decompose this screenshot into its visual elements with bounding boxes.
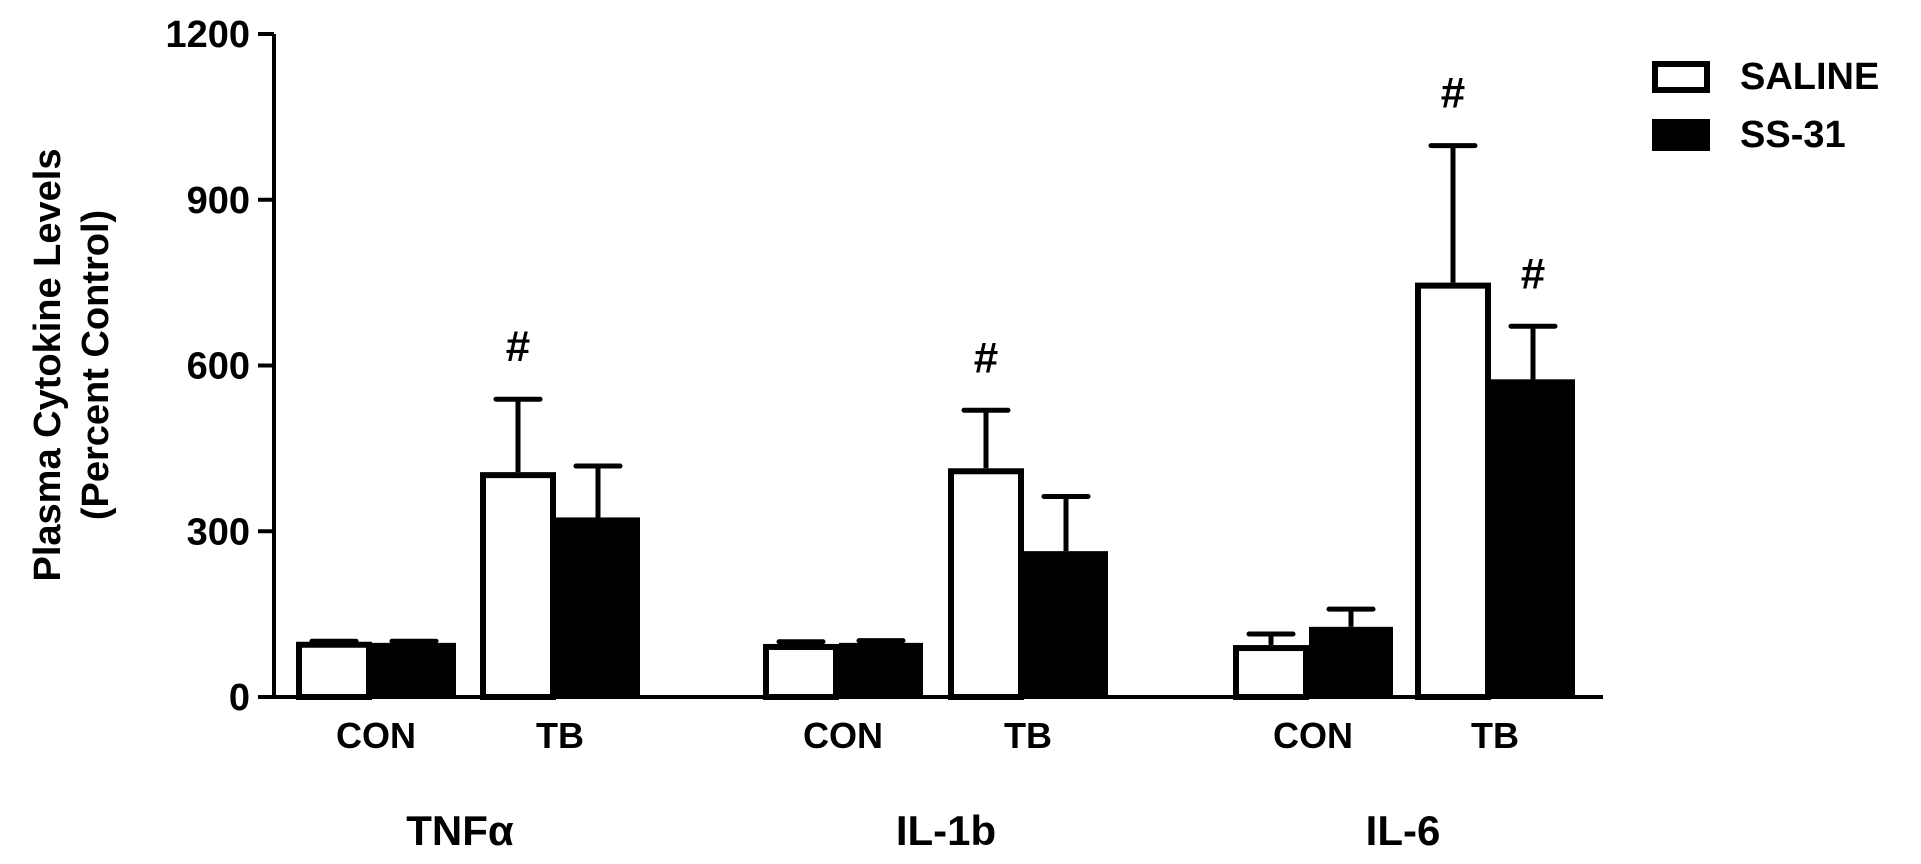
bar-ss31: [1491, 379, 1575, 697]
bar-saline: [763, 643, 839, 701]
x-axis-labels: CON TB CON TB CON TB TNFα IL-1b IL-6: [336, 715, 1519, 854]
group-label: TNFα: [406, 807, 514, 854]
y-axis-title-line2: (Percent Control): [75, 210, 117, 520]
y-tick-label: 300: [187, 511, 250, 553]
bar-ss31: [839, 642, 923, 697]
bars: # # # #: [296, 69, 1575, 701]
y-tick-label: 600: [187, 346, 250, 388]
significance-mark: #: [506, 322, 530, 371]
category-label: CON: [1273, 715, 1353, 756]
legend-item-ss31: SS-31: [1652, 106, 1879, 164]
bar-saline: [948, 468, 1024, 701]
significance-mark: #: [974, 333, 998, 382]
bar-saline: [1415, 282, 1491, 700]
legend-label-saline: SALINE: [1740, 55, 1880, 98]
legend-label-ss31: SS-31: [1740, 113, 1846, 156]
category-label: TB: [1471, 715, 1519, 756]
bar-ss31: [372, 642, 456, 697]
category-label: CON: [336, 715, 416, 756]
legend: SALINE SS-31: [1652, 48, 1879, 164]
y-axis-title-line1: Plasma Cytokine Levels: [27, 149, 69, 582]
group-label: IL-1b: [896, 807, 996, 854]
legend-swatch-saline: [1652, 61, 1710, 93]
legend-item-saline: SALINE: [1652, 48, 1879, 106]
bar-saline: [296, 641, 372, 700]
category-label: TB: [1004, 715, 1052, 756]
group-label: IL-6: [1366, 807, 1441, 854]
bar-ss31: [556, 517, 640, 697]
bar-ss31: [1309, 626, 1393, 697]
y-tick-label: 1200: [165, 14, 250, 56]
significance-mark: #: [1521, 249, 1545, 298]
bar-saline: [480, 472, 556, 700]
y-axis-ticks: 0 300 600 900 1200: [165, 14, 274, 719]
legend-swatch-ss31: [1652, 119, 1710, 151]
y-tick-label: 0: [229, 677, 250, 719]
y-axis-title: Plasma Cytokine Levels (Percent Control): [27, 149, 117, 582]
significance-mark: #: [1441, 69, 1465, 118]
bar-saline: [1233, 645, 1309, 701]
y-tick-label: 900: [187, 180, 250, 222]
bar-ss31: [1024, 551, 1108, 697]
category-label: TB: [536, 715, 584, 756]
category-label: CON: [803, 715, 883, 756]
